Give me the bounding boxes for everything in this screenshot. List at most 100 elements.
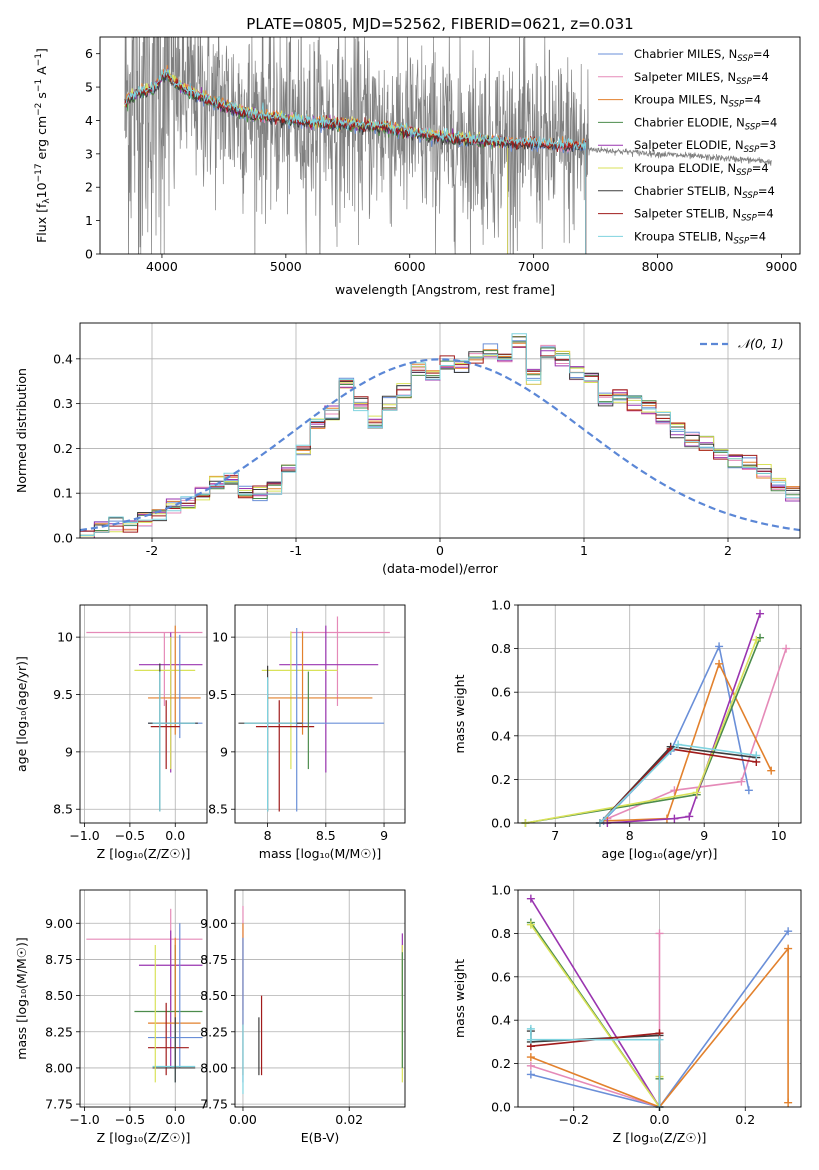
y-axis-label: mass [log₁₀(M/M☉)] bbox=[14, 937, 29, 1059]
x-tick-label: 1 bbox=[580, 543, 588, 558]
legend-entry: Salpeter MILES, NSSP=4 bbox=[634, 70, 769, 87]
y-tick-label: 0 bbox=[85, 247, 93, 262]
legend-entry: Kroupa STELIB, NSSP=4 bbox=[634, 229, 766, 246]
errorbar-point bbox=[152, 1017, 196, 1083]
y-tick-label: 3 bbox=[85, 146, 93, 161]
x-tick-label: 8 bbox=[626, 828, 634, 843]
y-tick-label: 1.0 bbox=[491, 598, 511, 613]
x-tick-label: 0.00 bbox=[229, 1112, 257, 1127]
x-tick-label: 8.5 bbox=[316, 828, 336, 843]
y-tick-label: 0.2 bbox=[53, 441, 73, 456]
errorbar-point bbox=[148, 663, 198, 812]
axes-frame bbox=[517, 604, 802, 824]
y-tick-label: 8.75 bbox=[200, 952, 228, 967]
weight-marker bbox=[784, 944, 793, 953]
y-tick-label: 8.00 bbox=[45, 1060, 73, 1075]
weight-marker bbox=[737, 777, 746, 786]
y-tick-label: 9.5 bbox=[208, 687, 228, 702]
x-tick-label: 2 bbox=[724, 543, 732, 558]
gaussian-curve bbox=[80, 358, 800, 532]
y-tick-label: 8.5 bbox=[53, 802, 73, 817]
x-tick-label: 0.0 bbox=[165, 1112, 185, 1127]
errorbar-point bbox=[267, 631, 373, 735]
weight-marker bbox=[752, 751, 761, 760]
weight-marker bbox=[655, 929, 664, 938]
weight-marker bbox=[692, 788, 701, 797]
age-vs-mass-panel: 8 8.5 9 8.5 9 9.5 10 mass [log₁₀(M/M☉)] bbox=[208, 604, 406, 861]
x-tick-label: 0.0 bbox=[165, 828, 185, 843]
y-tick-label: 9.00 bbox=[200, 916, 228, 931]
x-tick-label: −1.0 bbox=[69, 1112, 99, 1127]
y-axis-label: age [log₁₀(age/yr)] bbox=[14, 656, 29, 772]
weight-vs-age-panel: 7 8 9 10 0.0 0.2 0.4 0.6 0.8 1.0 age [log₁₀(age/yr… bbox=[452, 598, 802, 861]
y-tick-label: 0.4 bbox=[491, 728, 511, 743]
axes-frame bbox=[79, 889, 208, 1108]
legend-entry: Salpeter ELODIE, NSSP=3 bbox=[634, 138, 776, 155]
x-tick-label: 8 bbox=[264, 828, 272, 843]
weight-marker bbox=[715, 642, 724, 651]
weight-marker bbox=[526, 1024, 535, 1033]
y-axis-label: Normed distribution bbox=[14, 368, 29, 493]
x-tick-label: 0.0 bbox=[650, 1112, 670, 1127]
x-tick-label: −0.5 bbox=[115, 828, 145, 843]
y-tick-label: 1 bbox=[85, 213, 93, 228]
y-tick-label: 5 bbox=[85, 80, 93, 95]
errorbar-point bbox=[265, 627, 385, 812]
weight-line-chabrier-elodie bbox=[525, 637, 761, 824]
y-tick-label: 8.25 bbox=[200, 1024, 228, 1039]
weight-line-salpeter-elodie bbox=[530, 898, 661, 1108]
x-tick-label: -2 bbox=[146, 543, 158, 558]
y-tick-label: 8.5 bbox=[208, 802, 228, 817]
axes-frame bbox=[99, 36, 801, 255]
x-axis-label: wavelength [Angstrom, rest frame] bbox=[335, 282, 555, 297]
weight-marker bbox=[526, 1035, 535, 1044]
y-tick-label: 0.4 bbox=[53, 351, 73, 366]
figure-title: PLATE=0805, MJD=52562, FIBERID=0621, z=0… bbox=[246, 15, 633, 33]
mass-vs-ebv-plot-area bbox=[242, 905, 403, 1094]
x-tick-label: 5000 bbox=[270, 259, 302, 274]
weight-marker bbox=[744, 786, 753, 795]
y-tick-label: 8.50 bbox=[45, 988, 73, 1003]
errorbar-point bbox=[148, 1002, 189, 1076]
x-tick-label: -1 bbox=[290, 543, 302, 558]
weight-marker bbox=[782, 644, 791, 653]
histogram-salpeter-stelib bbox=[80, 346, 800, 533]
x-tick-label: 8000 bbox=[642, 259, 674, 274]
errorbar-point bbox=[148, 937, 201, 1068]
errorbar-point bbox=[255, 700, 315, 812]
residuals-panel: -2 -1 0 1 2 0.0 0.1 0.2 0.3 0.4 (data-model)/error… bbox=[14, 322, 801, 576]
y-tick-label: 0.0 bbox=[491, 1100, 511, 1115]
x-tick-label: 9 bbox=[700, 828, 708, 843]
errorbar-point bbox=[150, 700, 180, 770]
x-tick-label: 0.2 bbox=[735, 1112, 755, 1127]
weight-marker bbox=[526, 920, 535, 929]
y-tick-label: 0.4 bbox=[491, 1013, 511, 1028]
y-tick-label: 9 bbox=[220, 744, 228, 759]
errorbar-point bbox=[152, 1024, 196, 1083]
weight-marker bbox=[670, 814, 679, 823]
y-tick-label: 0.0 bbox=[491, 816, 511, 831]
weight-line-kroupa-stelib bbox=[530, 1028, 661, 1107]
weight-marker bbox=[526, 1061, 535, 1070]
legend-entry: Kroupa MILES, NSSP=4 bbox=[634, 93, 761, 110]
x-tick-label: −0.2 bbox=[559, 1112, 589, 1127]
y-tick-label: 7.75 bbox=[200, 1097, 228, 1112]
age-vs-Z-panel: −1.0 −0.5 0.0 8.5 9 9.5 10 Z [log₁₀(Z/Z☉)] age [… bbox=[14, 604, 208, 861]
weight-marker bbox=[784, 927, 793, 936]
weight-line-chabrier-stelib bbox=[530, 1031, 661, 1107]
legend-entry: 𝒩(0, 1) bbox=[738, 336, 784, 351]
errorbar-point bbox=[148, 625, 201, 735]
weight-marker bbox=[655, 1035, 664, 1044]
weight-marker bbox=[526, 894, 535, 903]
x-axis-label: age [log₁₀(age/yr)] bbox=[602, 846, 718, 861]
x-axis-label: mass [log₁₀(M/M☉)] bbox=[259, 846, 381, 861]
y-tick-label: 8.50 bbox=[200, 988, 228, 1003]
mass-vs-Z-plot-area bbox=[86, 908, 203, 1083]
y-tick-label: 0.1 bbox=[53, 486, 73, 501]
weight-vs-Z-panel: −0.2 0.0 0.2 0.0 0.2 0.4 0.6 0.8 1.0 Z [log₁₀(Z/Z… bbox=[452, 883, 802, 1145]
y-tick-label: 0.2 bbox=[491, 772, 511, 787]
y-tick-label: 10 bbox=[57, 630, 73, 645]
x-axis-label: (data-model)/error bbox=[382, 561, 499, 576]
legend-entry: Kroupa ELODIE, NSSP=4 bbox=[634, 161, 769, 178]
spectrum-plot-area bbox=[124, 37, 772, 254]
